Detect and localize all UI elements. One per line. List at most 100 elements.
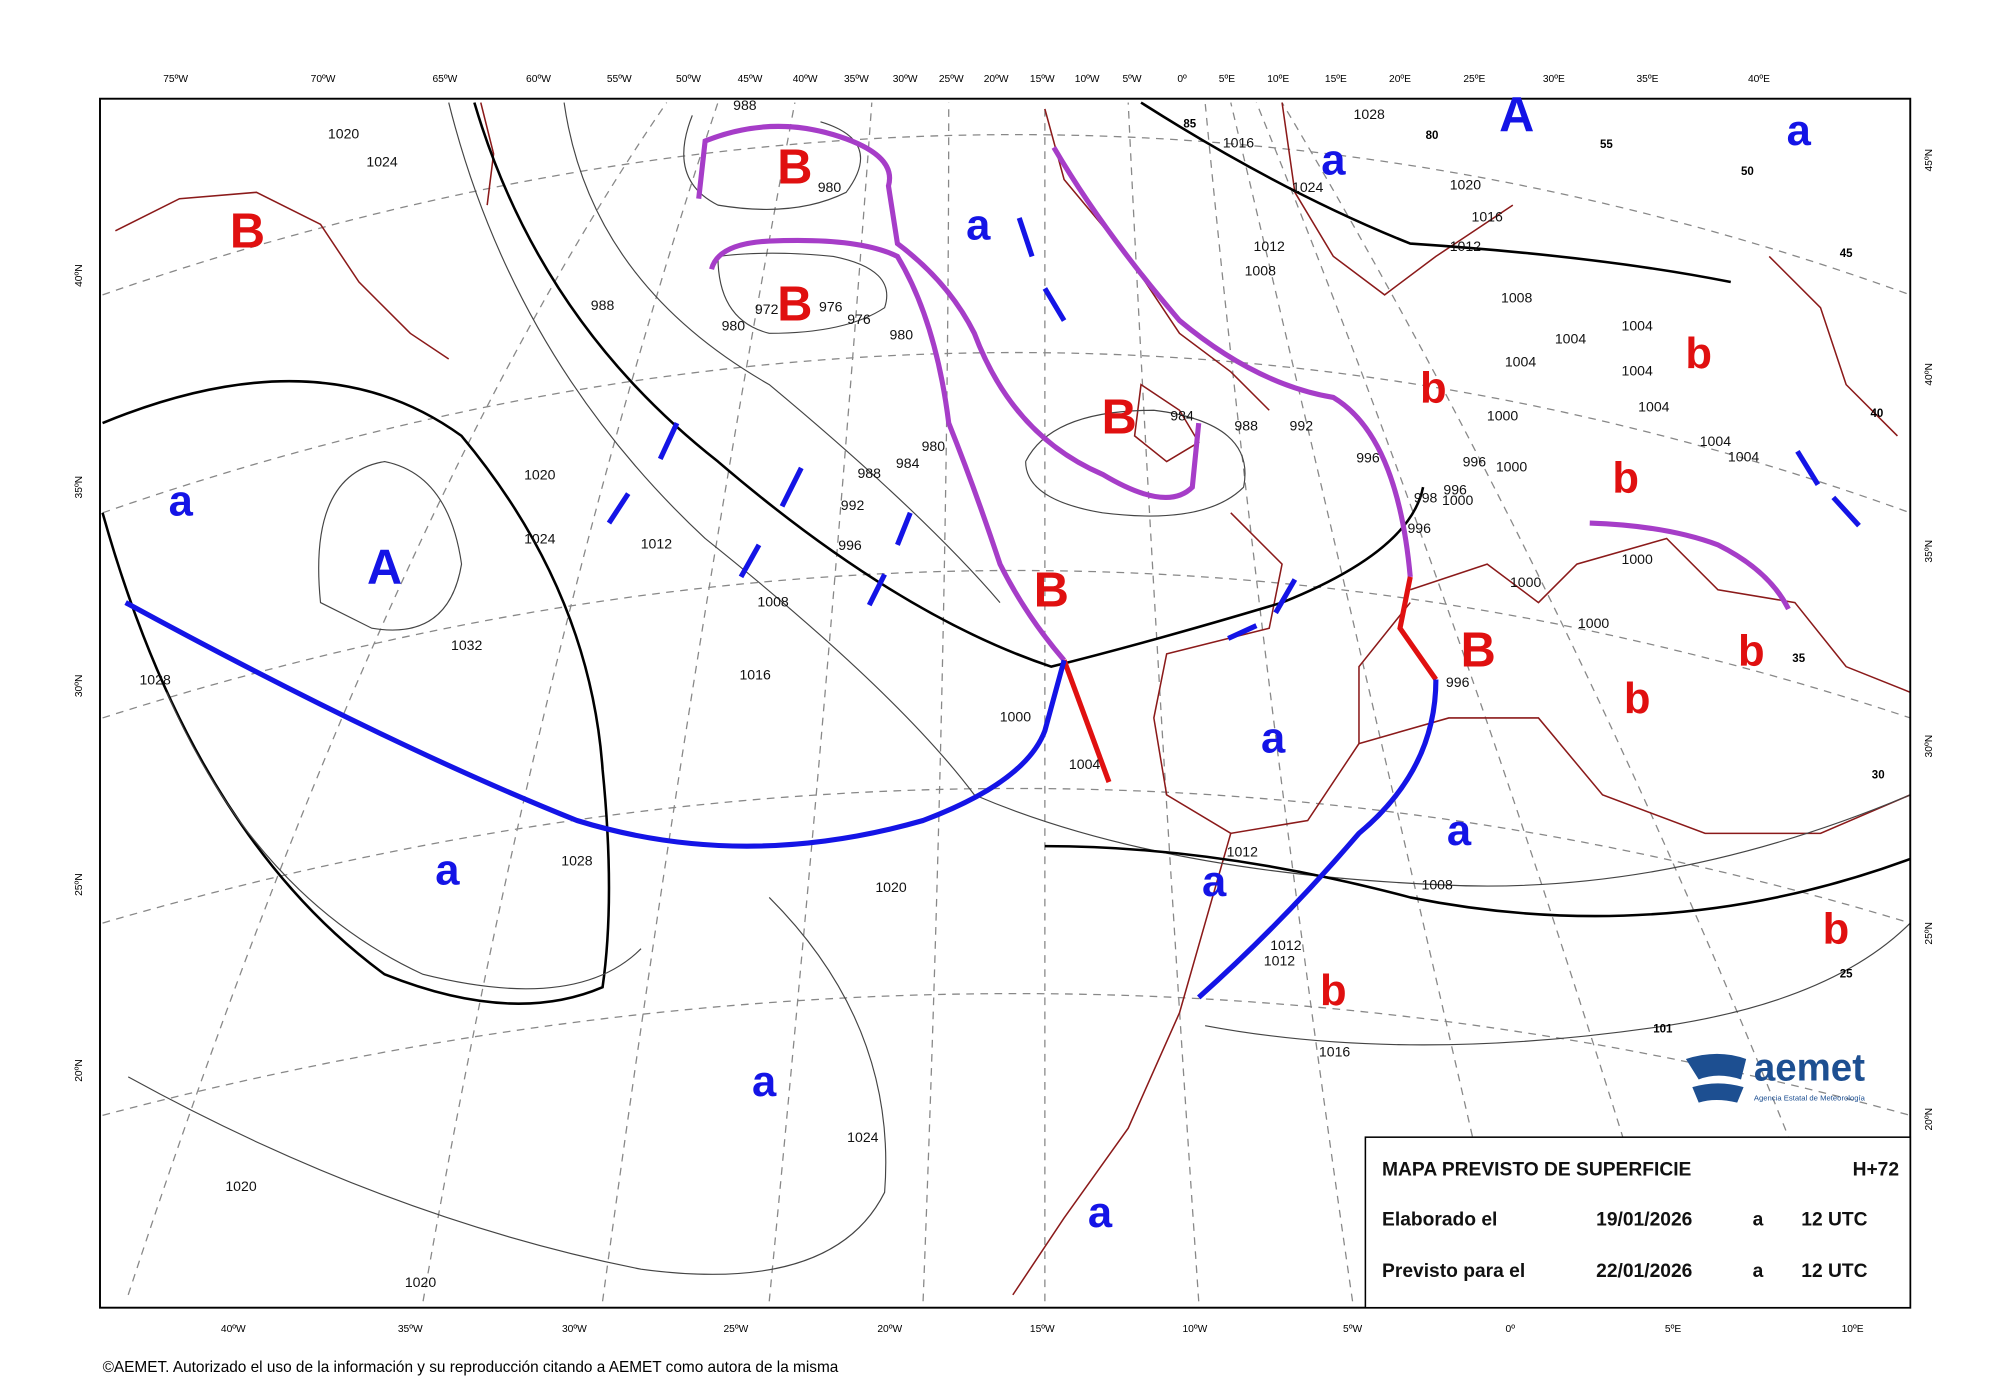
graticule [102,102,1911,1302]
top-longitude: 30ºE [1543,74,1565,85]
top-longitude: 75ºW [163,74,188,85]
legend-title: MAPA PREVISTO DE SUPERFICIE [1382,1160,1692,1181]
left-latitude: 25ºN [74,873,85,896]
right-latitude: 30ºN [1924,735,1935,758]
occluded-front [696,123,1202,500]
trough [895,511,913,546]
top-longitude: 65ºW [432,74,457,85]
relative-high: a [1321,136,1346,184]
grid-label: 50 [1741,166,1754,178]
relative-high: a [435,847,460,895]
top-longitude: 10ºW [1075,74,1100,85]
isobar-label: 1004 [1728,448,1760,464]
low-center: B [777,140,812,194]
top-longitude: 30ºW [893,74,918,85]
relative-high: a [966,202,991,250]
issued-date: 19/01/2026 [1596,1210,1692,1231]
isobar-label: 996 [1443,482,1467,498]
isobar-label: 1008 [1421,877,1453,893]
isobar-label: 988 [857,465,881,481]
occluded-front [1051,146,1413,578]
isobar-label: 980 [922,438,946,454]
trough [1227,623,1258,641]
issued-label: Elaborado el [1382,1210,1497,1231]
relative-high: a [1787,107,1812,155]
top-longitude: 70ºW [311,74,336,85]
isobar-label: 988 [591,297,615,313]
trough [1273,578,1298,615]
grid-label: 55 [1600,139,1613,151]
top-longitude: 40ºE [1748,74,1770,85]
top-longitude: 10ºE [1267,74,1289,85]
right-latitude: 40ºN [1924,363,1935,386]
logo-mark [1685,1053,1747,1103]
bottom-longitude: 20ºW [877,1324,902,1335]
logo-subtitle: Agencia Estatal de Meteorología [1754,1094,1866,1103]
isobar-label: 972 [755,301,779,317]
isobar-label: 1004 [1555,330,1587,346]
isobar-label: 1016 [1223,134,1255,150]
bottom-longitude: 10ºW [1182,1324,1207,1335]
low-center: B [777,278,812,332]
isobar-label: 1012 [1450,238,1482,254]
top-longitude: 35ºW [844,74,869,85]
top-longitude: 20ºW [984,74,1009,85]
grid-label: 80 [1426,130,1439,142]
cold-front [1197,679,1439,1000]
valid-at: a [1753,1261,1764,1282]
isobar-label: 1004 [1638,398,1670,414]
bottom-longitude: 40ºW [221,1324,246,1335]
isobar-label: 1016 [739,666,771,682]
issued-time: 12 UTC [1801,1210,1867,1231]
valid-label: Previsto para el [1382,1261,1525,1282]
top-longitude: 5ºE [1219,74,1235,85]
relative-high: a [169,477,194,525]
trough [657,421,680,461]
isobar-label: 1020 [1450,177,1482,193]
isobar-label: 996 [1463,454,1487,470]
isobar-label: 984 [1170,407,1194,423]
isobar-label: 1000 [1000,709,1032,725]
isobar-label: 1020 [225,1178,257,1194]
isobar-label: 1000 [1578,615,1610,631]
logo: aemet Agencia Estatal de Meteorología [1685,1047,1866,1103]
isobar-label: 1012 [1264,952,1296,968]
isobar-label: 1024 [1292,179,1324,195]
isobar-label: 1012 [1270,937,1302,953]
top-longitude: 35ºE [1636,74,1658,85]
isobar-label: 984 [896,455,920,471]
isobar-label: 976 [847,311,871,327]
top-longitude: 20ºE [1389,74,1411,85]
issued-at: a [1753,1210,1764,1231]
top-longitude: 60ºW [526,74,551,85]
bottom-longitude: 15ºW [1030,1324,1055,1335]
isobar-label: 1024 [366,154,398,170]
top-longitude: 55ºW [607,74,632,85]
isobar-label: 1020 [328,125,360,141]
isobar-label: 988 [733,97,757,113]
isobar-label: 1016 [1471,209,1503,225]
isobars [101,101,1911,1275]
left-latitude: 20ºN [74,1059,85,1082]
relative-low: b [1612,454,1639,502]
isobar-label: 1032 [451,637,483,653]
isobar-label: 1000 [1487,407,1519,423]
low-center: B [1461,624,1496,678]
legend-box: MAPA PREVISTO DE SUPERFICIE H+72 Elabora… [1364,1136,1912,1309]
top-longitude: 50ºW [676,74,701,85]
relative-high: a [752,1058,777,1106]
top-longitude: 15ºW [1030,74,1055,85]
trough [866,573,887,607]
isobar-label: 980 [890,327,914,343]
trough [779,466,804,508]
isobar-label: 1004 [1621,363,1653,379]
right-latitude: 45ºN [1924,149,1935,172]
top-longitude: 15ºE [1325,74,1347,85]
isobar-label: 1020 [405,1274,437,1290]
trough [1795,449,1821,486]
isobar-label: 998 [1414,489,1438,505]
left-latitude: 30ºN [74,675,85,698]
isobar-label: 980 [818,179,842,195]
isobar-label: 1012 [1254,238,1286,254]
